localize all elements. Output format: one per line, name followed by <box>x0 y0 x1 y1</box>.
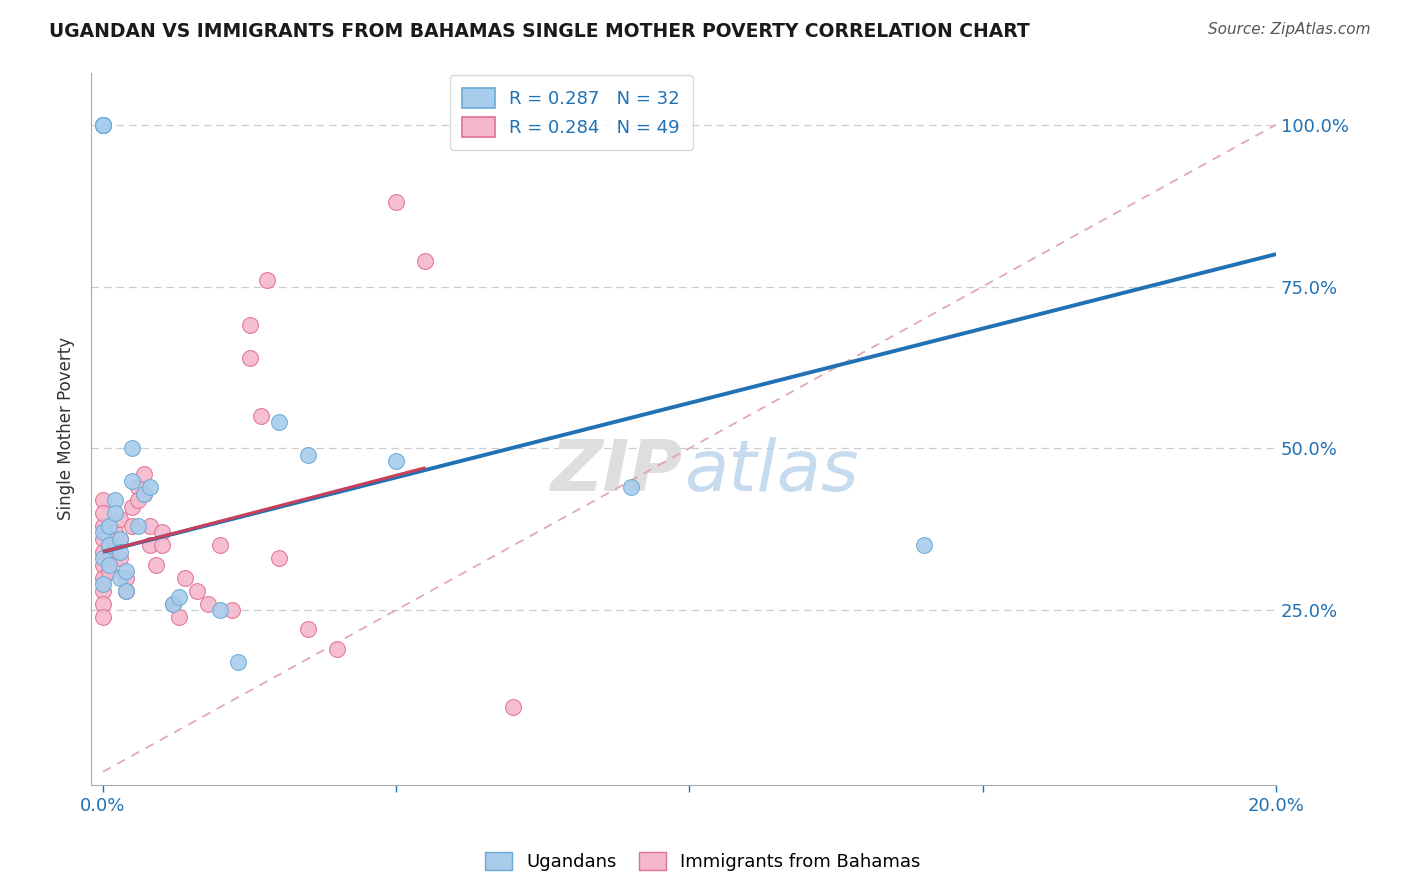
Point <box>110 571 132 585</box>
Point <box>139 519 162 533</box>
Point <box>162 597 184 611</box>
Point <box>132 486 155 500</box>
Point <box>91 525 114 540</box>
Legend: Ugandans, Immigrants from Bahamas: Ugandans, Immigrants from Bahamas <box>478 845 928 879</box>
Point <box>104 551 127 566</box>
Point <box>209 603 232 617</box>
Point <box>91 583 114 598</box>
Point <box>104 493 127 508</box>
Point <box>250 409 273 423</box>
Point <box>127 493 149 508</box>
Point <box>297 448 319 462</box>
Point <box>197 597 219 611</box>
Point <box>91 493 114 508</box>
Point <box>238 318 260 333</box>
Point <box>209 538 232 552</box>
Point <box>91 118 114 132</box>
Point <box>104 506 127 520</box>
Point <box>91 506 114 520</box>
Point <box>132 486 155 500</box>
Point <box>91 609 114 624</box>
Point <box>121 519 143 533</box>
Point <box>385 195 408 210</box>
Point <box>91 571 114 585</box>
Point <box>121 442 143 456</box>
Text: Source: ZipAtlas.com: Source: ZipAtlas.com <box>1208 22 1371 37</box>
Point <box>238 351 260 365</box>
Point <box>132 467 155 482</box>
Point <box>150 525 173 540</box>
Point <box>91 597 114 611</box>
Point <box>145 558 167 572</box>
Point <box>91 519 114 533</box>
Point <box>104 538 127 552</box>
Point <box>385 454 408 468</box>
Point <box>121 500 143 514</box>
Point <box>267 416 290 430</box>
Point <box>110 512 132 526</box>
Point <box>110 532 132 546</box>
Y-axis label: Single Mother Poverty: Single Mother Poverty <box>58 337 75 520</box>
Text: UGANDAN VS IMMIGRANTS FROM BAHAMAS SINGLE MOTHER POVERTY CORRELATION CHART: UGANDAN VS IMMIGRANTS FROM BAHAMAS SINGL… <box>49 22 1031 41</box>
Point <box>186 583 208 598</box>
Point <box>162 597 184 611</box>
Point <box>91 118 114 132</box>
Point <box>502 700 524 714</box>
Point <box>91 118 114 132</box>
Point <box>91 532 114 546</box>
Point <box>620 480 643 494</box>
Point <box>167 609 190 624</box>
Text: ZIP: ZIP <box>551 437 683 506</box>
Point <box>91 118 114 132</box>
Legend: R = 0.287   N = 32, R = 0.284   N = 49: R = 0.287 N = 32, R = 0.284 N = 49 <box>450 75 693 150</box>
Point <box>297 623 319 637</box>
Point <box>97 538 120 552</box>
Point <box>91 577 114 591</box>
Point <box>97 564 120 578</box>
Point <box>221 603 243 617</box>
Point <box>415 253 437 268</box>
Point <box>139 480 162 494</box>
Point <box>110 551 132 566</box>
Point <box>150 538 173 552</box>
Point <box>167 590 190 604</box>
Point <box>97 558 120 572</box>
Point <box>127 480 149 494</box>
Point <box>110 532 132 546</box>
Point <box>326 641 349 656</box>
Point <box>115 564 138 578</box>
Point <box>97 551 120 566</box>
Point <box>91 558 114 572</box>
Point <box>91 545 114 559</box>
Point <box>91 118 114 132</box>
Point <box>127 519 149 533</box>
Point <box>115 583 138 598</box>
Point <box>97 538 120 552</box>
Point <box>110 545 132 559</box>
Text: atlas: atlas <box>683 437 858 506</box>
Point <box>115 571 138 585</box>
Point <box>912 538 935 552</box>
Point <box>104 525 127 540</box>
Point <box>115 583 138 598</box>
Point <box>121 474 143 488</box>
Point <box>267 551 290 566</box>
Point <box>174 571 197 585</box>
Point <box>97 519 120 533</box>
Point <box>226 655 249 669</box>
Point <box>91 551 114 566</box>
Point <box>256 273 278 287</box>
Point <box>139 538 162 552</box>
